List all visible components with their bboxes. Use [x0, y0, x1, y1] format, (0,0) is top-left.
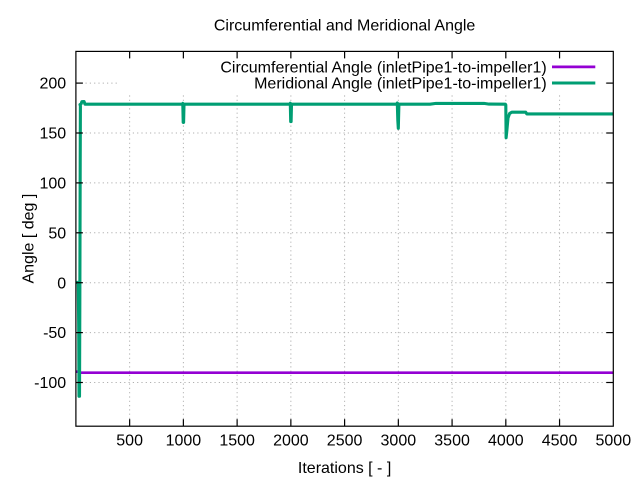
- svg-text:1500: 1500: [219, 433, 255, 450]
- svg-text:4000: 4000: [488, 433, 524, 450]
- svg-text:3500: 3500: [434, 433, 470, 450]
- svg-text:2000: 2000: [273, 433, 309, 450]
- svg-text:200: 200: [39, 76, 66, 93]
- svg-text:4500: 4500: [542, 433, 578, 450]
- svg-text:0: 0: [57, 275, 66, 292]
- svg-text:Meridional Angle (inletPipe1-t: Meridional Angle (inletPipe1-to-impeller…: [254, 76, 547, 93]
- svg-text:500: 500: [116, 433, 143, 450]
- svg-text:50: 50: [48, 225, 66, 242]
- svg-text:5000: 5000: [596, 433, 632, 450]
- svg-text:100: 100: [39, 176, 66, 193]
- svg-text:Angle [ deg ]: Angle [ deg ]: [21, 194, 38, 284]
- svg-text:-50: -50: [43, 325, 66, 342]
- svg-text:Circumferential Angle (inletPi: Circumferential Angle (inletPipe1-to-imp…: [220, 59, 546, 76]
- svg-text:3000: 3000: [381, 433, 417, 450]
- svg-text:Circumferential and Meridional: Circumferential and Meridional Angle: [214, 17, 476, 34]
- svg-text:1000: 1000: [166, 433, 202, 450]
- svg-text:2500: 2500: [327, 433, 363, 450]
- svg-text:150: 150: [39, 126, 66, 143]
- svg-text:-100: -100: [34, 375, 66, 392]
- svg-text:Iterations [ - ]: Iterations [ - ]: [298, 460, 391, 477]
